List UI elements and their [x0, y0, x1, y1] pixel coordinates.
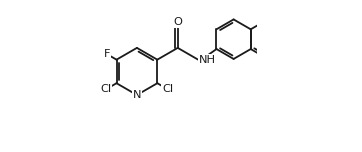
Text: N: N	[132, 90, 141, 100]
Text: F: F	[104, 49, 110, 59]
Text: Cl: Cl	[162, 84, 173, 94]
Text: Cl: Cl	[100, 84, 111, 94]
Text: NH: NH	[199, 55, 216, 65]
Text: O: O	[173, 17, 182, 27]
